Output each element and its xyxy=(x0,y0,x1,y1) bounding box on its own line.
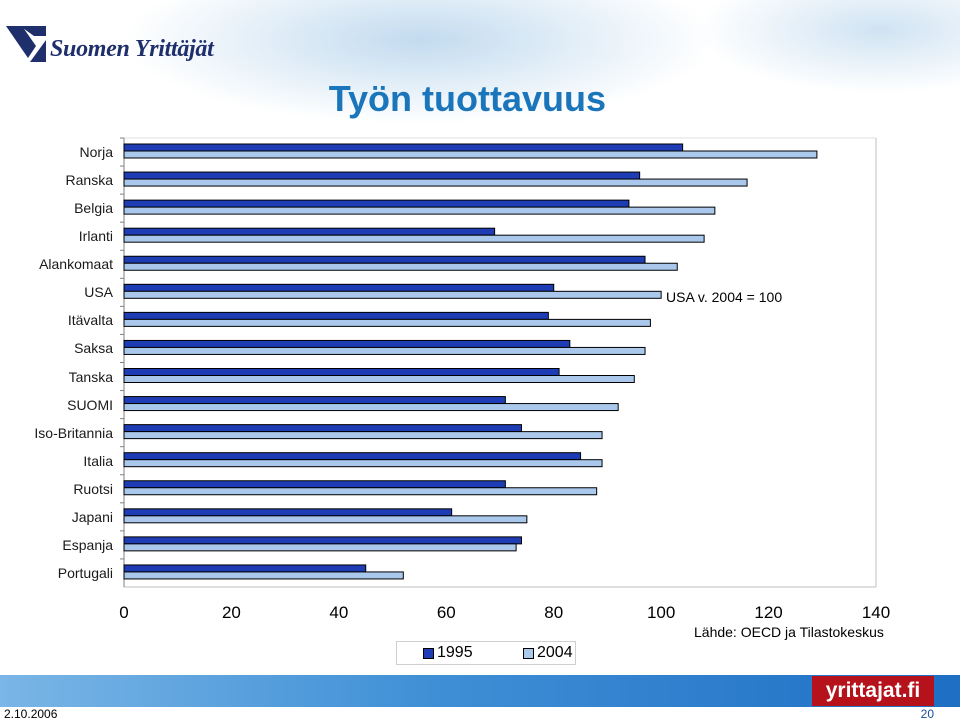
bar-2004-tanska xyxy=(123,375,635,383)
bar-1995-japani xyxy=(123,508,453,517)
footer-date: 2.10.2006 xyxy=(4,707,58,721)
category-label: USA xyxy=(84,284,113,301)
legend-swatch-2004 xyxy=(523,648,534,659)
category-label: Itävalta xyxy=(67,312,113,329)
legend-label-1995: 1995 xyxy=(437,644,473,661)
x-tick-label: 120 xyxy=(754,603,783,622)
chart-legend: 1995 2004 xyxy=(396,641,576,665)
bar-2004-japani xyxy=(123,515,528,524)
category-label: Saksa xyxy=(74,340,113,357)
category-label: Ranska xyxy=(65,172,113,189)
category-label: Tanska xyxy=(68,368,113,385)
page-title: Työn tuottavuus xyxy=(0,78,910,120)
category-label: Alankomaat xyxy=(39,256,113,273)
x-tick-label: 60 xyxy=(436,603,456,622)
bar-1995-alankomaat xyxy=(123,255,646,264)
logo-text: Suomen Yrittäjät xyxy=(50,36,214,62)
bar-1995-belgia xyxy=(123,199,630,208)
x-tick-label: 80 xyxy=(544,603,564,622)
x-tick-label: 20 xyxy=(221,603,241,622)
bar-2004-suomi xyxy=(123,403,619,412)
bar-1995-ruotsi xyxy=(123,480,506,489)
legend-label-2004: 2004 xyxy=(537,644,573,661)
category-label: SUOMI xyxy=(67,396,113,413)
bar-1995-tanska xyxy=(123,368,560,376)
bar-2004-norja xyxy=(123,150,818,159)
bar-1995-ranska xyxy=(123,171,641,180)
x-tick-label: 0 xyxy=(119,603,129,622)
bar-2004-usa xyxy=(123,290,662,299)
bar-1995-suomi xyxy=(123,396,506,405)
bar-2004-portugali xyxy=(123,571,404,580)
bar-2004-ranska xyxy=(123,178,748,187)
x-tick-label: 140 xyxy=(861,603,891,622)
bar-1995-itävalta xyxy=(123,311,549,320)
category-label: Ruotsi xyxy=(73,480,113,497)
logo-mark-icon xyxy=(6,26,46,62)
suomen-yrittajat-logo: Suomen Yrittäjät xyxy=(6,22,216,66)
category-label: Belgia xyxy=(74,200,113,217)
bar-1995-portugali xyxy=(123,564,367,573)
category-label: Japani xyxy=(71,508,113,525)
bar-1995-saksa xyxy=(123,339,571,348)
bar-2004-ruotsi xyxy=(123,487,598,496)
bar-1995-norja xyxy=(123,143,684,152)
x-tick-label: 100 xyxy=(646,603,676,622)
category-label: Italia xyxy=(83,452,113,469)
bar-1995-italia xyxy=(123,452,582,461)
bar-1995-espanja xyxy=(123,536,522,545)
category-label: Iso-Britannia xyxy=(34,424,113,441)
bar-2004-belgia xyxy=(123,206,716,215)
category-label: Portugali xyxy=(57,564,113,581)
bar-2004-italia xyxy=(123,459,603,468)
footer-band xyxy=(0,675,960,707)
bar-2004-alankomaat xyxy=(123,262,678,271)
bar-1995-irlanti xyxy=(123,227,496,236)
category-label: Espanja xyxy=(62,536,113,553)
legend-swatch-1995 xyxy=(423,648,434,659)
source-note: Lähde: OECD ja Tilastokeskus xyxy=(694,624,884,640)
x-tick-label: 40 xyxy=(329,603,349,622)
bar-2004-espanja xyxy=(123,543,517,552)
page-number: 20 xyxy=(920,707,934,721)
bar-1995-iso-britannia xyxy=(123,424,522,433)
bar-2004-itävalta xyxy=(123,318,651,327)
category-label: Irlanti xyxy=(78,228,113,245)
page-title-text: Työn tuottavuus xyxy=(328,78,606,119)
bar-2004-irlanti xyxy=(123,234,705,243)
bar-2004-iso-britannia xyxy=(123,431,603,440)
category-label: Norja xyxy=(79,144,113,160)
yrittajat-fi-logo: yrittajat.fi xyxy=(812,676,934,706)
bar-1995-usa xyxy=(123,283,555,292)
bar-2004-saksa xyxy=(123,346,646,355)
chart-annotation: USA v. 2004 = 100 xyxy=(666,289,783,305)
